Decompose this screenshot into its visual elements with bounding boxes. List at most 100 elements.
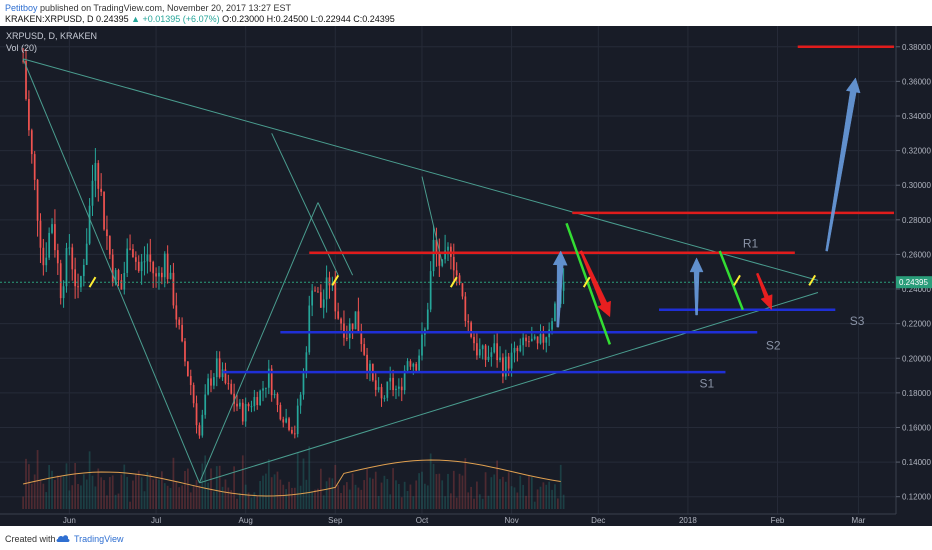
tradingview-link[interactable]: TradingView (74, 534, 124, 544)
candle-body (403, 370, 406, 391)
volume-bar (328, 477, 331, 509)
volume-bar (467, 492, 470, 509)
volume-bar (253, 492, 256, 509)
volume-bar (516, 492, 519, 509)
volume-bar (412, 496, 415, 509)
candle-body (108, 236, 111, 255)
volume-bar (319, 468, 322, 509)
candle-body (265, 387, 267, 389)
volume-bar (331, 478, 334, 509)
publisher-username[interactable]: Petitboy (5, 3, 38, 13)
candle-body (519, 345, 522, 352)
volume-bar (380, 482, 383, 509)
volume-bar (539, 486, 542, 509)
price-chart[interactable]: R1 S1 S2 S3 0.12000 0.14000 0.16000 0.18000 0.2… (0, 26, 932, 526)
volume-bar (447, 473, 449, 509)
volume-bar (25, 458, 27, 509)
candle-body (461, 283, 464, 297)
volume-bar (371, 478, 374, 509)
candle-body (473, 336, 475, 344)
candle-body (204, 394, 207, 415)
candle-body (562, 282, 565, 291)
volume-bar (172, 457, 175, 509)
volume-bar (400, 497, 403, 509)
candle-body (187, 361, 189, 377)
volume-bar (395, 480, 397, 509)
price-tick-label: 0.38000 (902, 43, 931, 52)
volume-bar (397, 484, 400, 509)
volume-bar (233, 466, 235, 509)
candle-body (291, 429, 293, 434)
candle-body (247, 404, 250, 407)
bullish-arrow (552, 250, 568, 328)
volume-bar (513, 487, 516, 509)
candle-body (120, 280, 123, 290)
candle-body (181, 324, 183, 342)
candle-body (507, 356, 510, 369)
volume-bar (65, 463, 68, 509)
volume-bar (259, 480, 261, 509)
volume-bar (499, 479, 501, 509)
volume-bar (441, 480, 444, 509)
volume-bar (340, 493, 342, 509)
publish-header: Petitboy published on TradingView.com, N… (5, 3, 291, 13)
candle-body (325, 277, 328, 300)
volume-bar (201, 463, 204, 509)
volume-bar (213, 491, 215, 509)
volume-bar (392, 468, 394, 509)
candle-body (91, 180, 94, 206)
candle-body (308, 305, 311, 353)
candle-body (250, 406, 253, 408)
volume-bar (377, 496, 380, 509)
candle-body (282, 419, 285, 423)
volume-bar (152, 479, 155, 509)
volume-bar (374, 471, 377, 509)
chart-area[interactable]: R1 S1 S2 S3 0.12000 0.14000 0.16000 0.18000 0.2… (0, 26, 932, 526)
candle-body (288, 418, 290, 430)
tradingview-cloud-icon[interactable] (56, 533, 70, 543)
crossing-tick (88, 276, 97, 288)
candle-body (241, 402, 244, 422)
volume-bar (62, 476, 65, 509)
candle-body (383, 397, 386, 399)
price-change: ▲ +0.01395 (+6.07%) (131, 14, 220, 24)
candle-body (169, 272, 172, 279)
volume-bar (80, 485, 82, 509)
candle-body (126, 248, 129, 273)
candle-body (244, 404, 247, 422)
candle-body (334, 282, 337, 312)
candle-body (357, 311, 360, 332)
candle-body (343, 323, 345, 338)
volume-bar (556, 498, 559, 509)
candle-body (299, 394, 302, 406)
volume-bar (325, 481, 328, 509)
candle-body (348, 323, 351, 339)
volume-bar (97, 468, 100, 509)
volume-bar (54, 480, 56, 509)
volume-bar (94, 486, 97, 509)
created-with-text: Created with (5, 534, 56, 544)
candle-body (345, 337, 348, 339)
support-label: S3 (850, 314, 865, 328)
candle-body (510, 352, 513, 369)
volume-bar (224, 479, 227, 509)
volume-bar (308, 446, 311, 509)
candle-body (406, 361, 409, 371)
volume-bar (461, 475, 464, 509)
volume-bar (536, 489, 539, 509)
candle-body (62, 286, 65, 299)
candle-body (337, 311, 340, 319)
legend-volume: Vol (20) (6, 43, 37, 53)
volume-bar (554, 484, 556, 509)
candle-body (132, 248, 134, 258)
candle-body (25, 60, 27, 100)
candle-body (273, 393, 276, 396)
candle-body (123, 272, 126, 290)
volume-bar (91, 475, 94, 509)
time-tick-label: Jul (151, 516, 161, 525)
bullish-arrow (825, 77, 861, 252)
volume-bar (551, 489, 553, 509)
candle-body (386, 381, 389, 398)
candle-body (262, 388, 264, 391)
volume-bar (74, 462, 77, 509)
